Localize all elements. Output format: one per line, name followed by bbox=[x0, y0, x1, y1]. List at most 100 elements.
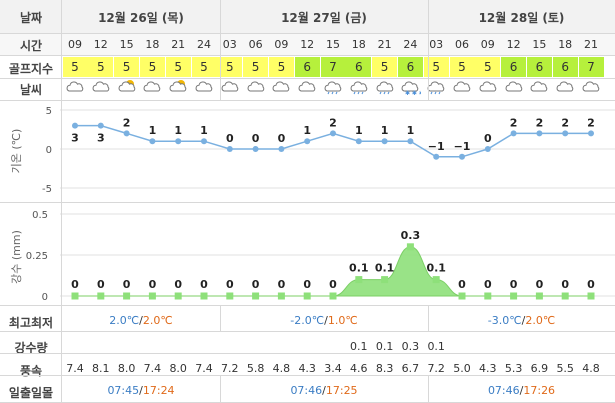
time-cell: 21 bbox=[584, 38, 598, 51]
cloudy-icon bbox=[500, 79, 527, 98]
precip-point bbox=[123, 292, 131, 300]
precip-amount-cell: 0.1 bbox=[375, 340, 394, 353]
column-divider bbox=[220, 305, 221, 331]
precipitation-chart: 강수 (mm) 0.5 0.25 0 0 0 0 0 0 0 0 0 0 0 0 0.1 0.1 0.3 0.1… bbox=[10, 210, 615, 303]
golf-index-cell: 5 bbox=[268, 57, 294, 77]
precip-point bbox=[329, 292, 337, 300]
wind-speed-cell: 7.2 bbox=[221, 362, 239, 375]
column-divider bbox=[428, 305, 429, 331]
cloudy-icon bbox=[449, 79, 476, 98]
temp-data-label: 3 bbox=[71, 132, 79, 145]
column-divider bbox=[220, 0, 221, 100]
precip-point bbox=[381, 276, 389, 284]
temp-point bbox=[175, 138, 182, 145]
golf-index-cell: 5 bbox=[88, 57, 114, 77]
temp-tick-label: 0 bbox=[46, 145, 52, 156]
temp-point bbox=[201, 138, 207, 145]
golf-index-cell: 6 bbox=[294, 57, 320, 77]
cloudy-icon bbox=[139, 79, 166, 98]
snow-icon: ✱ ✱ ✱ bbox=[397, 79, 424, 98]
precip-data-label: 0 bbox=[252, 278, 260, 291]
precip-axis-title: 강수 (mm) bbox=[10, 230, 23, 284]
column-divider bbox=[428, 0, 429, 100]
time-cell: 18 bbox=[351, 38, 366, 51]
temp-y-ticks: 5 0 -5 bbox=[42, 106, 52, 195]
golf-index-cell: 5 bbox=[191, 57, 217, 77]
golf-index-cell: 5 bbox=[423, 57, 449, 77]
precip-amount-label: 강수량 bbox=[14, 341, 48, 355]
golf-index-cell: 7 bbox=[320, 57, 346, 77]
wind-speed-cell: 5.8 bbox=[246, 362, 265, 375]
precip-amount-cell: 0.1 bbox=[427, 340, 445, 353]
temp-data-label: 0 bbox=[226, 132, 234, 145]
precip-data-label: 0 bbox=[329, 278, 337, 291]
minmax-label: 최고최저 bbox=[8, 316, 54, 330]
golf-index-cell: 5 bbox=[243, 57, 269, 77]
temp-data-label: 1 bbox=[174, 124, 182, 137]
temp-data-label: 1 bbox=[149, 124, 157, 137]
golf-index-cell: 6 bbox=[397, 57, 423, 77]
time-cell: 15 bbox=[532, 38, 547, 51]
sunset-1: 17:24 bbox=[142, 384, 175, 397]
temp-point bbox=[123, 130, 130, 137]
rain-icon bbox=[345, 79, 372, 98]
golf-index-cell: 7 bbox=[578, 57, 604, 77]
temp-data-label: 1 bbox=[355, 124, 363, 137]
golf-index-cell: 5 bbox=[475, 57, 501, 77]
precip-data-label: 0 bbox=[97, 278, 105, 291]
sun-day-3: 07:46/17:26 bbox=[487, 384, 556, 397]
precip-tick-label: 0.5 bbox=[32, 210, 48, 221]
wind-speed-cell: 4.6 bbox=[350, 362, 368, 375]
temp-data-label: −1 bbox=[454, 140, 471, 153]
precip-data-label: 0 bbox=[226, 278, 234, 291]
temp-point bbox=[252, 146, 259, 152]
time-cell: 18 bbox=[558, 38, 573, 51]
time-cell: 06 bbox=[455, 38, 469, 51]
temp-data-label: 2 bbox=[510, 116, 518, 129]
golf-index-cell: 5 bbox=[372, 57, 398, 77]
precip-amount-cell: 0.3 bbox=[401, 340, 420, 353]
wind-speed-cell: 6.7 bbox=[401, 362, 420, 375]
temp-data-label: −1 bbox=[428, 140, 445, 153]
golf-index-cell: 5 bbox=[217, 57, 243, 77]
sun-day-2: 07:46/17:25 bbox=[290, 384, 358, 397]
time-cell: 09 bbox=[480, 38, 495, 51]
temp-point bbox=[562, 130, 569, 137]
cloudy-icon bbox=[268, 79, 295, 98]
column-divider bbox=[220, 375, 221, 403]
temp-point bbox=[588, 130, 594, 137]
precip-data-label: 0 bbox=[587, 278, 595, 291]
date-label: 날짜 bbox=[19, 11, 43, 25]
precip-data-label: 0 bbox=[174, 278, 182, 291]
temp-point bbox=[304, 138, 311, 145]
temp-point bbox=[407, 138, 414, 145]
temp-data-label: 3 bbox=[97, 132, 105, 145]
sun-day-1: 07:45/17:24 bbox=[107, 384, 175, 397]
max-temp-2: 1.0℃ bbox=[327, 314, 358, 327]
temp-data-label: 2 bbox=[329, 116, 337, 129]
temp-data-label: 0 bbox=[278, 132, 286, 145]
temp-point bbox=[226, 146, 233, 152]
temp-tick-label: -5 bbox=[42, 184, 52, 195]
sunset-3: 17:26 bbox=[523, 384, 556, 397]
temp-point bbox=[510, 130, 517, 137]
precip-point bbox=[303, 292, 311, 300]
precip-point bbox=[535, 292, 543, 300]
time-label: 시간 bbox=[19, 39, 43, 53]
column-divider bbox=[428, 375, 429, 403]
row-divider bbox=[0, 305, 615, 306]
time-cell: 15 bbox=[119, 38, 134, 51]
temp-data-label: 1 bbox=[303, 124, 311, 137]
rain-icon bbox=[320, 79, 347, 98]
temp-tick-label: 5 bbox=[46, 106, 52, 117]
precip-data-label: 0 bbox=[123, 278, 131, 291]
precip-data-label: 0 bbox=[303, 278, 311, 291]
precip-point bbox=[561, 292, 569, 300]
precip-data-label: 0 bbox=[278, 278, 286, 291]
wind-speed-cell: 8.0 bbox=[169, 362, 187, 375]
cloudy-icon bbox=[62, 79, 89, 98]
wind-speed-cell: 8.3 bbox=[375, 362, 394, 375]
row-divider bbox=[0, 202, 615, 203]
precip-data-label: 0 bbox=[200, 278, 208, 291]
wind-speed-cell: 6.9 bbox=[530, 362, 549, 375]
